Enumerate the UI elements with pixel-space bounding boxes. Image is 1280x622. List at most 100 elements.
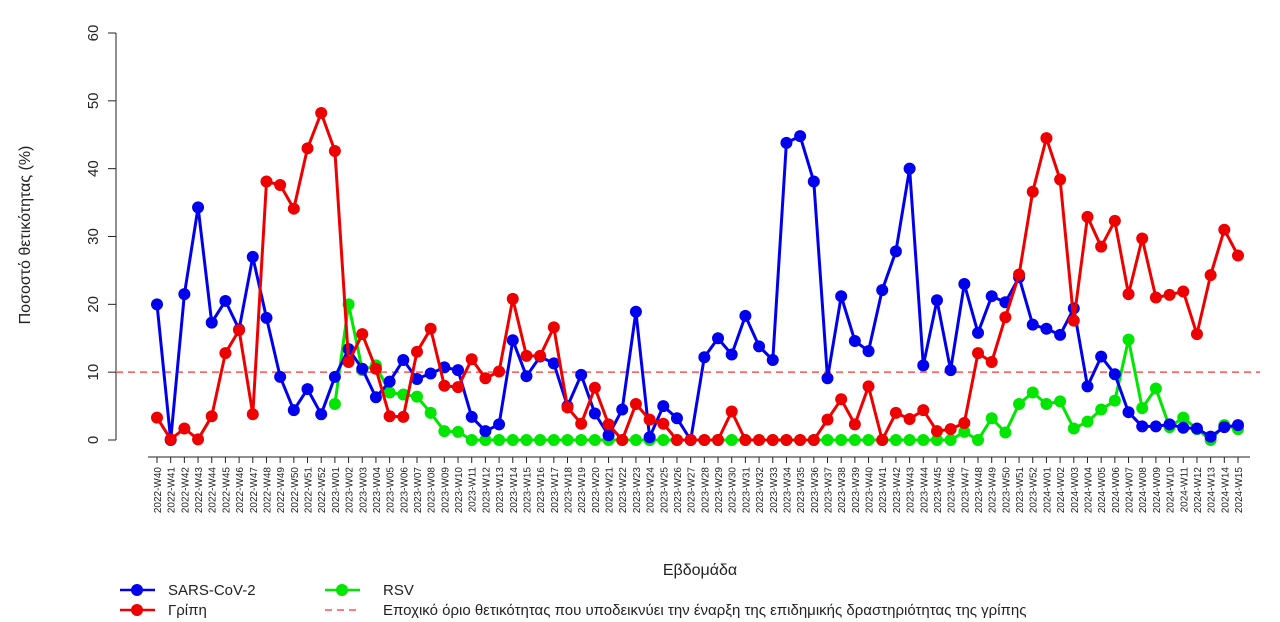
data-point-sars-cov-2	[356, 362, 369, 375]
data-point-series-1	[260, 175, 273, 188]
x-tick-label: 2023-W45	[933, 467, 944, 514]
data-point-series-1	[588, 381, 601, 394]
legend: SARS-CoV-2 Γρίπη RSV Εποχικό όριο θετικό…	[120, 582, 1026, 619]
data-point-sars-cov-2	[698, 351, 711, 364]
series-layer	[151, 107, 1244, 446]
data-point-series-1	[602, 418, 615, 431]
data-point-sars-cov-2	[958, 277, 971, 290]
data-point-sars-cov-2	[506, 334, 519, 347]
data-point-series-1	[862, 380, 875, 393]
data-point-sars-cov-2	[1177, 421, 1190, 434]
data-point-series-1	[1054, 173, 1067, 186]
x-tick-label: 2024-W08	[1138, 467, 1149, 514]
data-point-sars-cov-2	[725, 348, 738, 361]
data-point-sars-cov-2	[315, 408, 328, 421]
data-point-sars-cov-2	[1149, 420, 1162, 433]
data-point-series-1	[1026, 185, 1039, 198]
data-point-rsv	[506, 434, 519, 446]
x-tick-label: 2023-W25	[659, 467, 670, 514]
data-point-rsv	[534, 434, 547, 446]
x-tick-label: 2023-W34	[782, 467, 793, 514]
x-axis-title: Εβδομάδα	[663, 562, 737, 579]
data-point-rsv	[1040, 398, 1053, 411]
data-point-series-1	[315, 107, 328, 120]
data-point-sars-cov-2	[1163, 418, 1176, 431]
data-point-rsv	[588, 434, 601, 446]
y-tick-label: 20	[85, 296, 102, 313]
data-point-series-1	[698, 434, 711, 446]
x-tick-label: 2023-W35	[796, 467, 807, 514]
y-axis: 0 10 20 30 40 50 60	[85, 25, 117, 444]
data-point-series-1	[958, 417, 971, 430]
x-tick-label: 2023-W33	[769, 467, 780, 514]
data-point-series-1	[766, 434, 779, 446]
legend-item-rsv: RSV	[325, 582, 414, 599]
data-point-series-1	[424, 322, 437, 335]
series-series-1	[151, 107, 1244, 446]
x-tick-label: 2024-W05	[1097, 467, 1108, 514]
data-point-rsv	[862, 434, 875, 446]
y-tick-label: 10	[85, 364, 102, 381]
data-point-sars-cov-2	[1122, 406, 1135, 419]
x-tick-label: 2023-W24	[646, 467, 657, 514]
x-tick-label: 2023-W28	[700, 467, 711, 514]
data-point-rsv	[1149, 382, 1162, 395]
data-point-rsv	[520, 434, 533, 446]
x-tick-label: 2024-W13	[1207, 467, 1218, 514]
x-tick-label: 2023-W20	[591, 467, 602, 514]
data-point-sars-cov-2	[876, 284, 889, 297]
data-point-series-1	[233, 324, 246, 337]
data-point-series-1	[1013, 268, 1026, 281]
x-tick-label: 2023-W01	[331, 467, 342, 514]
data-point-series-1	[397, 410, 410, 423]
data-point-sars-cov-2	[1054, 328, 1067, 341]
data-point-rsv	[821, 434, 834, 446]
data-point-sars-cov-2	[848, 334, 861, 347]
x-tick-label: 2023-W08	[427, 467, 438, 514]
y-ticks: 0 10 20 30 40 50 60	[85, 25, 116, 444]
data-point-series-1	[520, 349, 533, 362]
data-point-rsv	[835, 434, 848, 446]
data-point-series-1	[205, 410, 218, 423]
data-point-rsv	[575, 434, 588, 446]
x-tick-label: 2023-W19	[577, 467, 588, 514]
data-point-series-1	[670, 434, 683, 446]
data-point-series-1	[616, 434, 629, 446]
data-point-sars-cov-2	[260, 311, 273, 324]
data-point-series-1	[287, 202, 300, 215]
y-tick-label: 40	[85, 160, 102, 177]
data-point-series-1	[848, 418, 861, 431]
data-point-sars-cov-2	[602, 429, 615, 442]
data-point-series-1	[739, 434, 752, 446]
data-point-series-1	[1204, 269, 1217, 282]
x-tick-label: 2023-W43	[906, 467, 917, 514]
data-point-sars-cov-2	[479, 425, 492, 438]
x-tick-label: 2022-W40	[153, 467, 164, 514]
data-point-rsv	[1095, 403, 1108, 416]
x-tick-label: 2024-W15	[1234, 467, 1245, 514]
x-tick-label: 2023-W49	[988, 467, 999, 514]
x-ticks: 2022-W40 2022-W41 2022-W42 2022-W43 2022-W44…	[153, 457, 1245, 513]
data-point-sars-cov-2	[780, 136, 793, 149]
data-point-rsv	[1136, 402, 1149, 415]
data-point-sars-cov-2	[1040, 322, 1053, 335]
data-point-sars-cov-2	[274, 370, 287, 383]
x-tick-label: 2023-W51	[1015, 467, 1026, 514]
data-point-series-1	[534, 349, 547, 362]
data-point-rsv	[1054, 395, 1067, 408]
y-tick-label: 50	[85, 92, 102, 109]
y-axis-title: Ποσοστό θετικότητας (%)	[17, 146, 34, 325]
data-point-sars-cov-2	[643, 431, 656, 444]
x-tick-label: 2022-W51	[304, 467, 315, 514]
legend-item-threshold: Εποχικό όριο θετικότητας που υποδεικνύει…	[325, 602, 1026, 619]
x-tick-label: 2023-W03	[358, 467, 369, 514]
data-point-sars-cov-2	[972, 326, 985, 339]
x-tick-label: 2023-W23	[632, 467, 643, 514]
x-tick-label: 2024-W12	[1193, 467, 1204, 514]
data-point-sars-cov-2	[588, 407, 601, 420]
x-tick-label: 2023-W02	[345, 467, 356, 514]
data-point-series-1	[561, 401, 574, 414]
data-point-series-1	[1177, 285, 1190, 298]
data-point-series-1	[725, 405, 738, 418]
data-point-rsv	[410, 390, 423, 403]
